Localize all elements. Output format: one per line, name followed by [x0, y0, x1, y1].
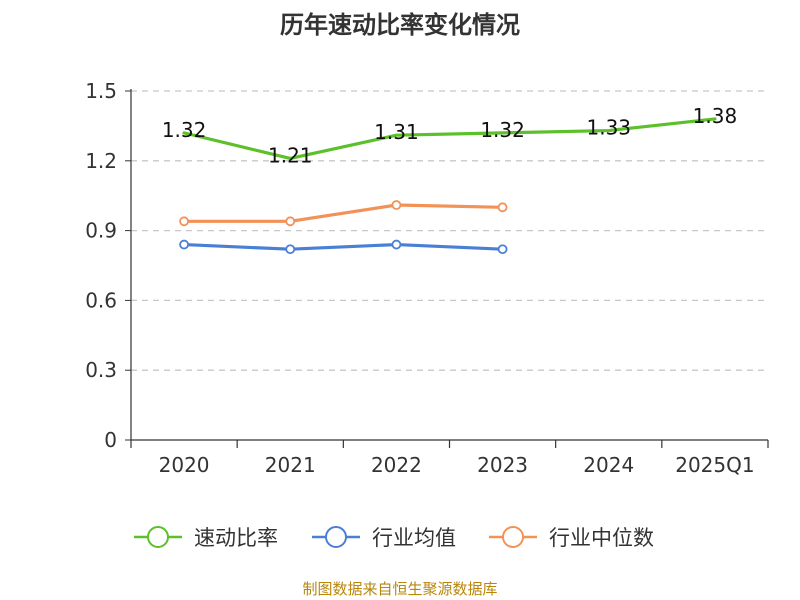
legend-label: 速动比率: [194, 526, 278, 550]
data-label: 1.32: [162, 118, 207, 142]
legend: 速动比率 行业均值 行业中位数: [134, 526, 654, 550]
data-label: 1.38: [693, 104, 738, 128]
x-tick-label: 2024: [583, 453, 634, 477]
series-point: [391, 239, 402, 250]
legend-item[interactable]: 行业中位数: [489, 526, 654, 550]
series-point: [497, 202, 508, 213]
data-label: 1.21: [268, 143, 313, 167]
legend-marker: [325, 526, 347, 548]
x-tick-label: 2025Q1: [675, 453, 754, 477]
grid: [131, 90, 768, 371]
source-note: 制图数据来自恒生聚源数据库: [302, 580, 497, 598]
series: [179, 117, 717, 255]
chart-title: 历年速动比率变化情况: [280, 11, 520, 39]
legend-item[interactable]: 速动比率: [134, 526, 278, 550]
series-line: [182, 203, 505, 223]
y-tick-label: 0.3: [85, 358, 117, 382]
series-point: [497, 244, 508, 255]
x-tick-label: 2021: [265, 453, 316, 477]
series-line: [182, 117, 717, 161]
series-line: [182, 242, 505, 251]
data-label: 1.31: [374, 120, 419, 144]
series-point: [391, 200, 402, 210]
series-point: [285, 216, 296, 227]
y-tick-label: 0: [104, 428, 117, 452]
x-tick-label: 2020: [159, 453, 210, 477]
legend-item[interactable]: 行业均值: [312, 526, 456, 550]
data-label: 1.33: [586, 116, 631, 140]
series-point: [179, 216, 189, 227]
x-tick-label: 2023: [477, 453, 528, 477]
legend-marker: [147, 526, 169, 548]
data-label: 1.32: [480, 118, 525, 142]
series-point: [179, 239, 189, 250]
y-tick-label: 1.2: [85, 149, 117, 173]
x-tick-label: 2022: [371, 453, 422, 477]
legend-marker: [502, 526, 524, 548]
data-labels: 1.32 1.21 1.31 1.32 1.33 1.38: [162, 104, 737, 168]
legend-label: 行业均值: [372, 526, 456, 550]
y-tick-label: 0.9: [85, 219, 117, 243]
legend-label: 行业中位数: [549, 526, 654, 550]
y-tick-label: 1.5: [85, 79, 117, 103]
series-point: [285, 244, 296, 255]
axes: 0 0.3 0.6 0.9 1.2 1.5 2020 2021 2022 2023 2024 2025…: [85, 79, 769, 477]
y-tick-label: 0.6: [85, 288, 117, 312]
